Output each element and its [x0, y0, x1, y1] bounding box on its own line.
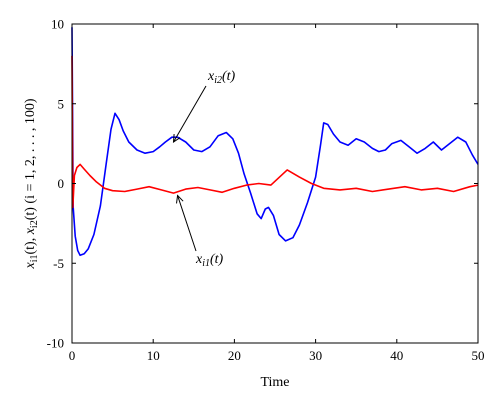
annotation-label: xi2(t): [207, 69, 236, 86]
y-axis-title: xi1(t), xi2(t) (i = 1, 2, . . . , 100): [23, 98, 40, 269]
annotation-arrow: [177, 195, 197, 252]
x-axis-title: Time: [260, 375, 289, 390]
plot-frame: [71, 23, 479, 344]
annotation-arrow: [173, 85, 207, 143]
x-tick-label: 20: [228, 348, 241, 363]
annotation-label: xi1(t): [195, 252, 224, 269]
x-tick-label: 30: [309, 348, 322, 363]
x-tick-label: 0: [69, 348, 76, 363]
series-line-x-i1: [71, 55, 479, 209]
x-tick-label: 40: [390, 348, 403, 363]
y-tick-label: -10: [47, 336, 64, 351]
annotations: xi2(t) xi1(t): [172, 69, 236, 269]
x-tick-label: 10: [147, 348, 160, 363]
annotation-arrowhead: [176, 194, 184, 204]
plot-series: [71, 27, 479, 257]
y-tick-label: 0: [58, 176, 65, 191]
x-tick-label: 50: [472, 348, 485, 363]
series-line-x-i2: [71, 27, 479, 257]
y-tick-label: -5: [53, 256, 64, 271]
y-tick-label: 5: [58, 96, 65, 111]
annotation-arrowhead: [172, 134, 181, 144]
y-tick-label: 10: [51, 17, 64, 32]
